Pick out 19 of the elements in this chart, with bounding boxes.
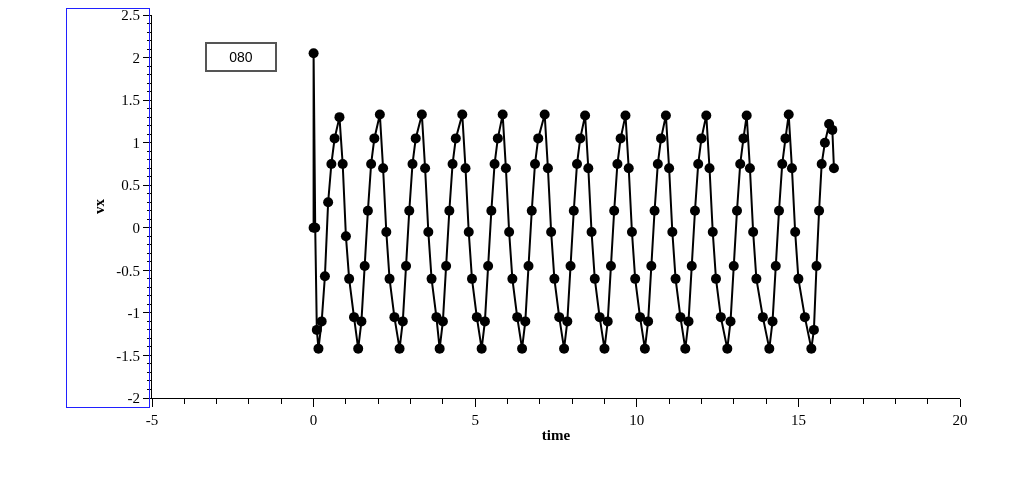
y-tick-label: 2.5 [121,7,140,24]
y-tick-label: -1.5 [116,347,140,364]
x-tick-label: 0 [309,412,318,428]
y-axis-title: vx [90,198,107,214]
y-tick-label: -1 [127,305,140,322]
y-tick-label: 0 [132,220,140,237]
x-tick-label: 20 [952,412,968,428]
y-tick-label: 1 [132,134,140,151]
annotation: 080 [229,49,253,65]
y-tick-label: 0.5 [121,177,140,194]
y-tick-label: -0.5 [116,262,140,279]
x-tick-label: 10 [629,412,645,428]
x-axis-title: time [541,427,571,443]
x-tick-label: 15 [790,412,806,428]
y-tick-label: 2 [132,49,140,66]
x-tick-label: -5 [145,412,159,428]
y-tick-label: 1.5 [121,92,140,109]
y-tick-label: -2 [127,390,140,407]
x-tick-label: 5 [471,412,479,428]
